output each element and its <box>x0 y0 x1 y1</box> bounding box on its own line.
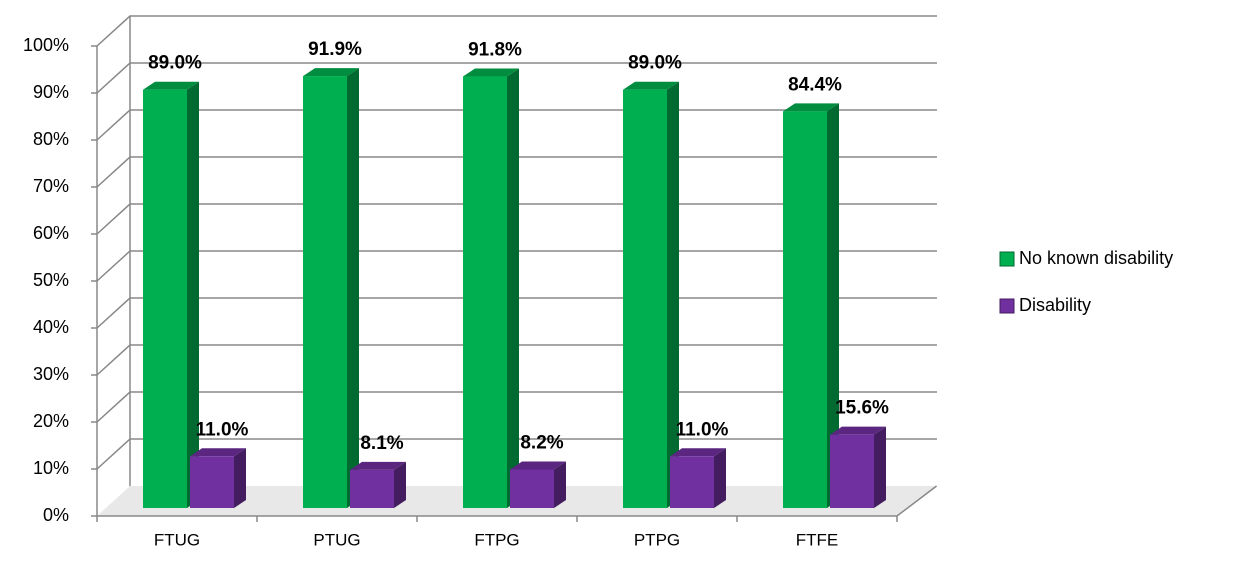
bar-top <box>190 448 246 457</box>
y-tick-label: 70% <box>33 176 69 196</box>
bar <box>510 461 566 508</box>
bar <box>350 461 406 508</box>
grid-line <box>96 15 937 47</box>
bar-front <box>830 434 874 508</box>
bar <box>783 103 839 508</box>
bar <box>190 448 246 508</box>
bar-front <box>303 76 347 508</box>
y-tick-label: 50% <box>33 270 69 290</box>
data-label: 8.1% <box>360 433 403 454</box>
bar <box>623 81 679 508</box>
bar-side <box>667 81 679 508</box>
bar <box>303 68 359 508</box>
bar-front <box>350 469 394 508</box>
data-label: 91.8% <box>468 40 522 61</box>
data-label: 89.0% <box>628 53 682 74</box>
bar-top <box>463 68 519 77</box>
bar <box>143 81 199 508</box>
bar-side <box>234 448 246 508</box>
data-label: 11.0% <box>676 419 729 440</box>
y-tick-label: 20% <box>33 411 69 431</box>
legend-swatch <box>999 298 1015 314</box>
bar <box>463 68 519 508</box>
y-tick-label: 40% <box>33 317 69 337</box>
bar-top <box>303 68 359 77</box>
bar-front <box>783 111 827 508</box>
bar-top <box>670 448 726 457</box>
data-label: 91.9% <box>308 39 362 60</box>
bar-side <box>507 68 519 508</box>
y-tick-label: 10% <box>33 458 69 478</box>
x-tick-label: PTUG <box>313 530 360 549</box>
y-tick-label: 80% <box>33 129 69 149</box>
grid-line <box>96 62 937 94</box>
bar-front <box>670 456 714 508</box>
bar <box>830 426 886 508</box>
bar-top <box>783 103 839 112</box>
x-tick-label: PTPG <box>634 530 680 549</box>
bar-side <box>874 426 886 508</box>
bar-side <box>347 68 359 508</box>
bar-front <box>510 469 554 508</box>
bar-side <box>554 461 566 508</box>
bar-front <box>463 76 507 508</box>
bar <box>670 448 726 508</box>
data-label: 84.4% <box>788 74 842 95</box>
legend-swatch <box>999 251 1015 267</box>
legend-label: No known disability <box>1019 248 1173 268</box>
bar-side <box>714 448 726 508</box>
data-label: 15.6% <box>835 398 889 419</box>
y-tick-label: 90% <box>33 82 69 102</box>
data-label: 89.0% <box>148 53 202 74</box>
bar-front <box>190 456 234 508</box>
x-tick-label: FTPG <box>474 530 519 549</box>
bar-front <box>143 89 187 508</box>
bar-side <box>187 81 199 508</box>
y-tick-label: 30% <box>33 364 69 384</box>
y-tick-label: 60% <box>33 223 69 243</box>
y-tick-label: 0% <box>43 505 69 525</box>
data-label: 8.2% <box>520 432 563 453</box>
bar-top <box>350 461 406 470</box>
x-tick-label: FTFE <box>796 530 839 549</box>
bar-top <box>143 81 199 90</box>
bar-top <box>830 426 886 435</box>
x-tick-label: FTUG <box>154 530 200 549</box>
legend-label: Disability <box>1019 295 1091 315</box>
bar-side <box>394 461 406 508</box>
y-tick-label: 100% <box>23 35 69 55</box>
bar-top <box>510 461 566 470</box>
bar-top <box>623 81 679 90</box>
bar-side <box>827 103 839 508</box>
bar-front <box>623 89 667 508</box>
data-label: 11.0% <box>196 419 249 440</box>
